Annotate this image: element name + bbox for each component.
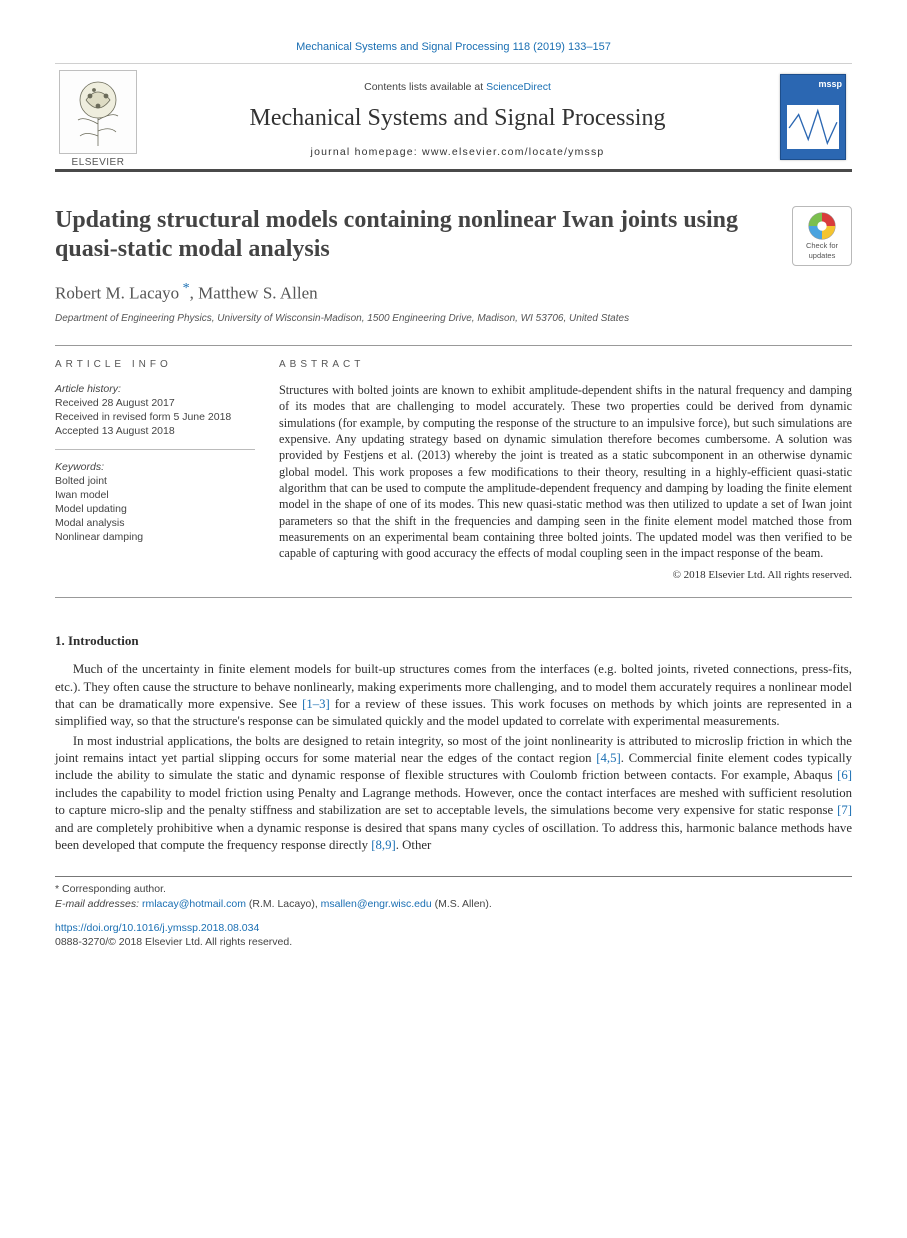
article-info-heading: ARTICLE INFO <box>55 358 255 372</box>
history-block: Article history: Received 28 August 2017… <box>55 382 255 450</box>
history-accepted: Accepted 13 August 2018 <box>55 424 255 438</box>
abstract-heading: ABSTRACT <box>279 358 852 372</box>
elsevier-tree-icon <box>59 70 137 154</box>
keywords-label: Keywords: <box>55 460 255 474</box>
cover-abbrev: mssp <box>781 75 845 90</box>
email-label: E-mail addresses: <box>55 898 142 910</box>
doi-block: https://doi.org/10.1016/j.ymssp.2018.08.… <box>55 921 852 949</box>
p2-text-d: and are completely prohibitive when a dy… <box>55 821 852 852</box>
abstract-col: ABSTRACT Structures with bolted joints a… <box>279 358 852 582</box>
author-1[interactable]: Robert M. Lacayo <box>55 284 179 303</box>
header-citation[interactable]: Mechanical Systems and Signal Processing… <box>55 40 852 55</box>
section-1-heading: 1. Introduction <box>55 632 852 650</box>
para-1: Much of the uncertainty in finite elemen… <box>55 661 852 731</box>
homepage-prefix: journal homepage: <box>311 146 423 158</box>
author-2[interactable]: Matthew S. Allen <box>198 284 317 303</box>
corresponding-star-icon: * <box>179 281 190 296</box>
p2-text-c: includes the capability to model frictio… <box>55 786 852 817</box>
email-2[interactable]: msallen@engr.wisc.edu <box>321 898 432 910</box>
corresponding-note: * Corresponding author. <box>55 882 852 896</box>
section-1-body: Much of the uncertainty in finite elemen… <box>55 661 852 854</box>
publisher-name: ELSEVIER <box>72 156 125 170</box>
abstract-copyright: © 2018 Elsevier Ltd. All rights reserved… <box>279 568 852 583</box>
cover-thumb: mssp <box>774 70 852 170</box>
article-title: Updating structural models containing no… <box>55 206 778 264</box>
doi-link[interactable]: https://doi.org/10.1016/j.ymssp.2018.08.… <box>55 922 259 934</box>
ref-link-8-9[interactable]: [8,9] <box>371 838 396 852</box>
author-list: Robert M. Lacayo *, Matthew S. Allen <box>55 280 852 306</box>
keyword-1: Bolted joint <box>55 474 255 488</box>
publisher-block: ELSEVIER <box>55 70 141 170</box>
ref-link-7[interactable]: [7] <box>837 803 852 817</box>
journal-cover-icon: mssp <box>780 74 846 160</box>
masthead-center: Contents lists available at ScienceDirec… <box>153 70 762 170</box>
check-updates-badge[interactable]: Check for updates <box>792 206 852 266</box>
email-1-who: (R.M. Lacayo), <box>246 898 321 910</box>
ref-link-4-5[interactable]: [4,5] <box>596 751 621 765</box>
ref-link-6[interactable]: [6] <box>837 768 852 782</box>
contents-prefix: Contents lists available at <box>364 81 486 93</box>
issn-copyright: 0888-3270/© 2018 Elsevier Ltd. All right… <box>55 936 292 948</box>
homepage-url[interactable]: www.elsevier.com/locate/ymssp <box>422 146 604 158</box>
affiliation: Department of Engineering Physics, Unive… <box>55 312 852 326</box>
badge-line1: Check for <box>806 241 838 251</box>
keyword-2: Iwan model <box>55 488 255 502</box>
article-info-col: ARTICLE INFO Article history: Received 2… <box>55 358 255 582</box>
crossmark-icon <box>807 211 837 241</box>
corresponding-text: Corresponding author. <box>62 883 166 895</box>
email-2-who: (M.S. Allen). <box>432 898 492 910</box>
title-row: Updating structural models containing no… <box>55 206 852 266</box>
journal-homepage: journal homepage: www.elsevier.com/locat… <box>311 145 605 159</box>
footnote-block: * Corresponding author. E-mail addresses… <box>55 876 852 910</box>
abstract-text: Structures with bolted joints are known … <box>279 382 852 562</box>
journal-masthead: ELSEVIER Contents lists available at Sci… <box>55 63 852 173</box>
ref-link-1-3[interactable]: [1–3] <box>302 697 330 711</box>
keyword-3: Model updating <box>55 502 255 516</box>
info-abstract-row: ARTICLE INFO Article history: Received 2… <box>55 345 852 597</box>
para-2: In most industrial applications, the bol… <box>55 733 852 855</box>
history-revised: Received in revised form 5 June 2018 <box>55 410 255 424</box>
contents-line: Contents lists available at ScienceDirec… <box>364 80 551 94</box>
email-1[interactable]: rmlacay@hotmail.com <box>142 898 246 910</box>
keyword-5: Nonlinear damping <box>55 530 255 544</box>
sciencedirect-link[interactable]: ScienceDirect <box>486 81 551 93</box>
email-line: E-mail addresses: rmlacay@hotmail.com (R… <box>55 897 852 911</box>
history-received: Received 28 August 2017 <box>55 396 255 410</box>
author-sep: , <box>190 284 199 303</box>
journal-name: Mechanical Systems and Signal Processing <box>250 102 666 134</box>
history-label: Article history: <box>55 382 255 396</box>
p2-text-e: . Other <box>396 838 432 852</box>
badge-line2: updates <box>809 251 836 261</box>
keyword-4: Modal analysis <box>55 516 255 530</box>
